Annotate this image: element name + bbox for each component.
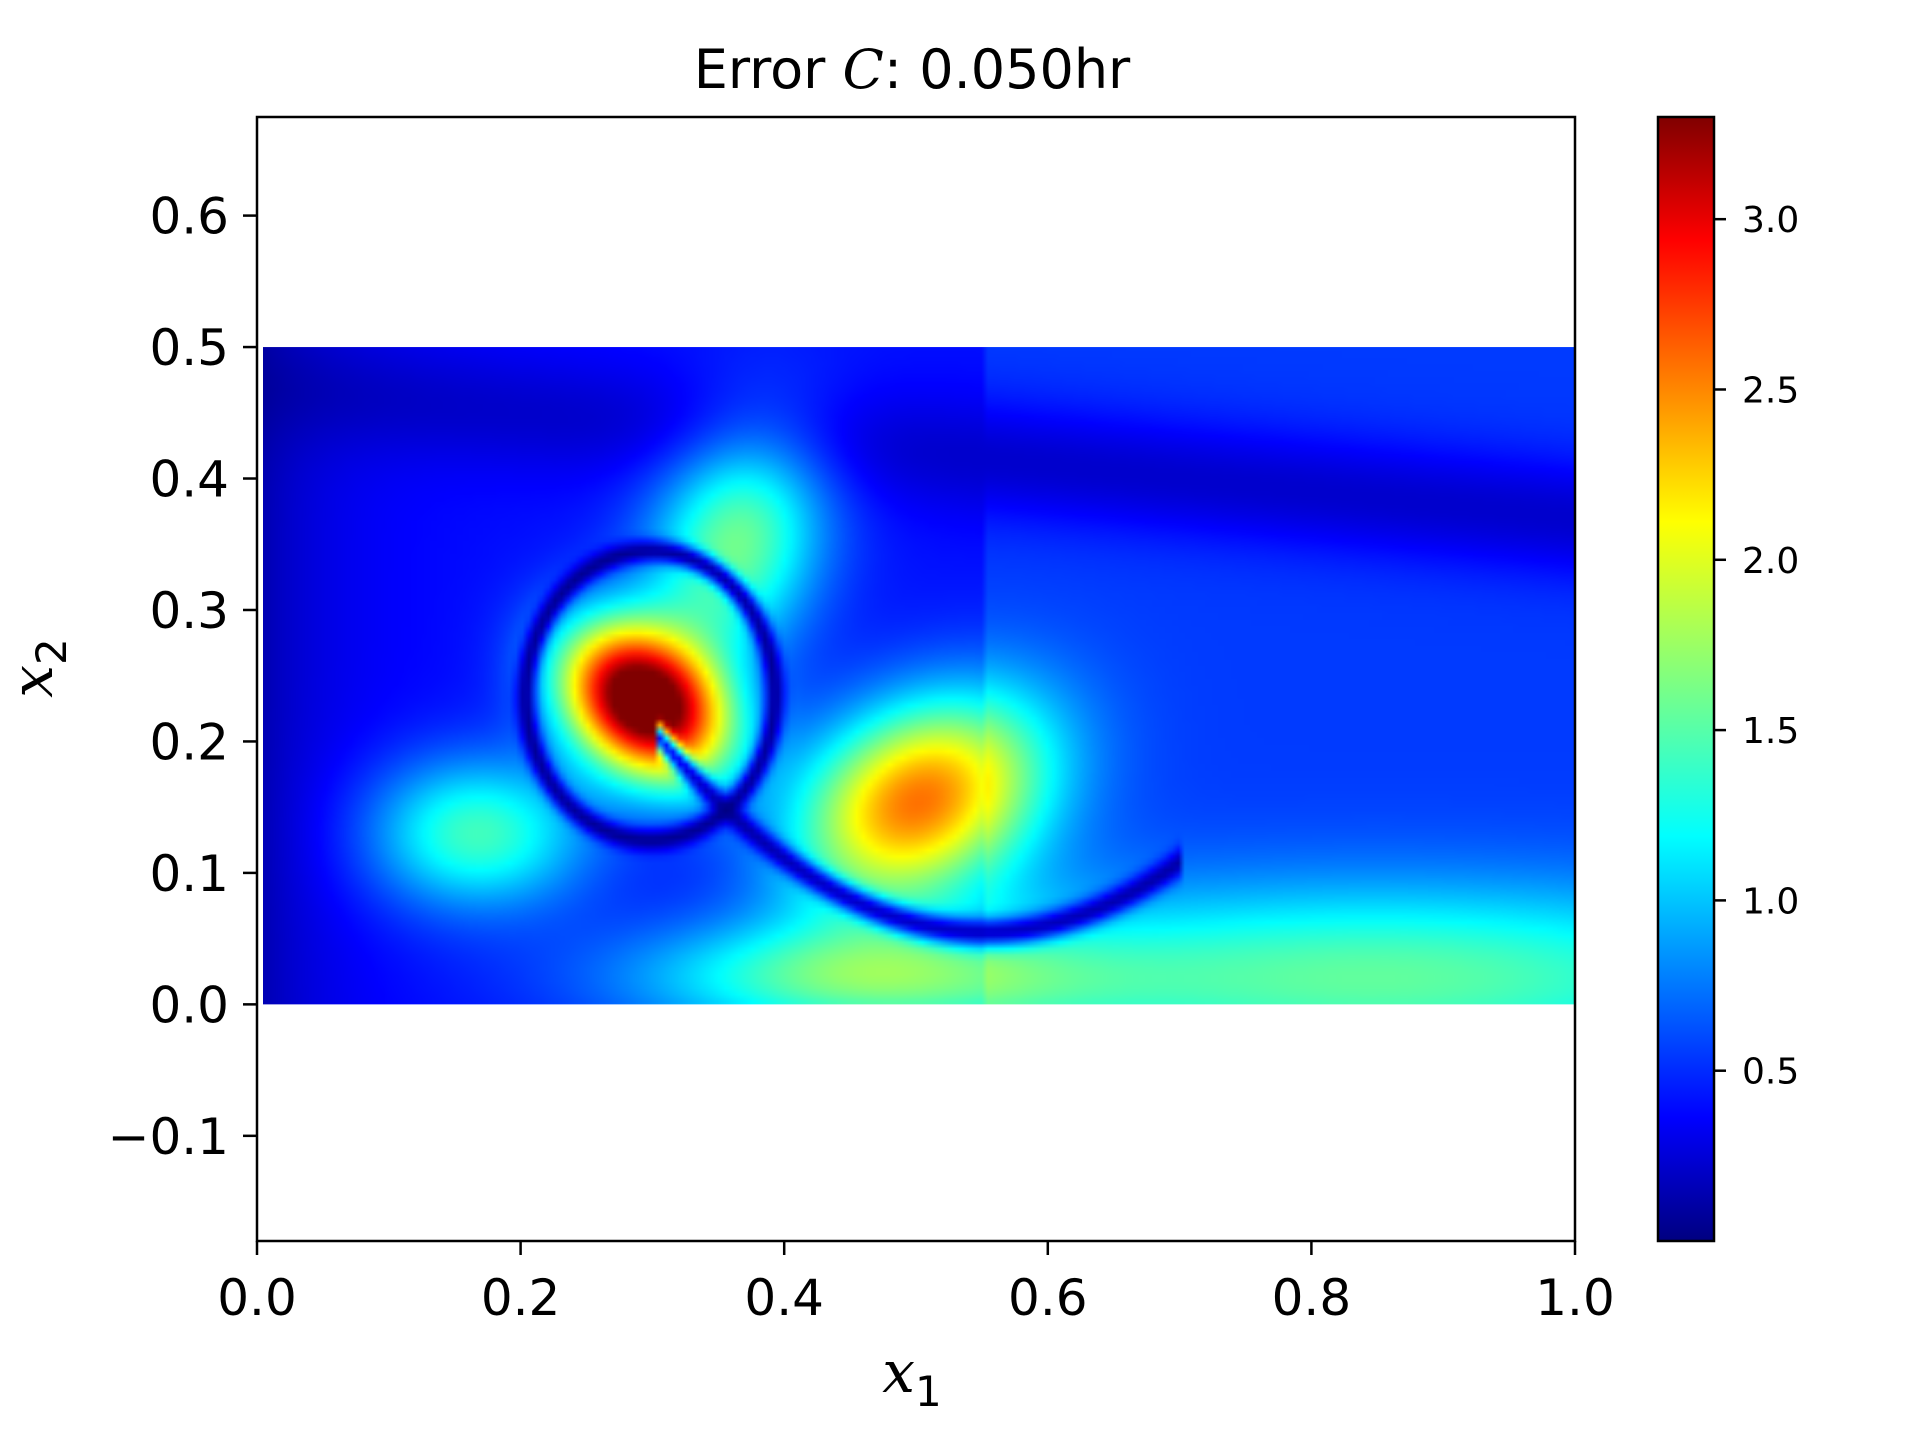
colorbar-tick-label: 1.5: [1742, 711, 1799, 752]
y-tick-label: 0.6: [149, 188, 229, 246]
x-tick-label: 0.8: [1272, 1269, 1352, 1327]
colorbar-tick-label: 3.0: [1742, 200, 1799, 241]
chart-title: Error C: 0.050hr: [694, 38, 1131, 101]
x-tick-label: 0.0: [217, 1269, 297, 1327]
y-tick-label: 0.0: [149, 976, 229, 1034]
colorbar-tick-label: 1.0: [1742, 881, 1799, 922]
x-tick-label: 0.6: [1008, 1269, 1088, 1327]
colorbar: [1656, 115, 1716, 1243]
colorbar-tick-label: 0.5: [1742, 1052, 1799, 1093]
heatmap-image: [263, 347, 1575, 1005]
y-tick-label: 0.3: [149, 582, 229, 640]
y-tick-label: −0.1: [108, 1108, 229, 1166]
colorbar-ticks: 0.5 1.0 1.5 2.0 2.5 3.0: [1714, 200, 1799, 1093]
y-tick-label: 0.1: [149, 845, 229, 903]
x-tick-label: 1.0: [1535, 1269, 1615, 1327]
colorbar-tick-label: 2.5: [1742, 370, 1799, 411]
x-tick-label: 0.2: [481, 1269, 561, 1327]
colorbar-tick-label: 2.0: [1742, 541, 1799, 582]
y-axis-label: x2: [0, 638, 76, 697]
x-tick-label: 0.4: [744, 1269, 824, 1327]
y-tick-label: 0.2: [149, 713, 229, 771]
y-axis-ticks: −0.1 0.0 0.1 0.2 0.3 0.4 0.5 0.6: [108, 188, 257, 1166]
y-tick-label: 0.4: [149, 451, 229, 509]
plot-frame: [255, 115, 1577, 1243]
x-axis-label: x1: [882, 1338, 941, 1416]
y-tick-label: 0.5: [149, 319, 229, 377]
x-axis-ticks: 0.0 0.2 0.4 0.6 0.8 1.0: [217, 1241, 1615, 1327]
